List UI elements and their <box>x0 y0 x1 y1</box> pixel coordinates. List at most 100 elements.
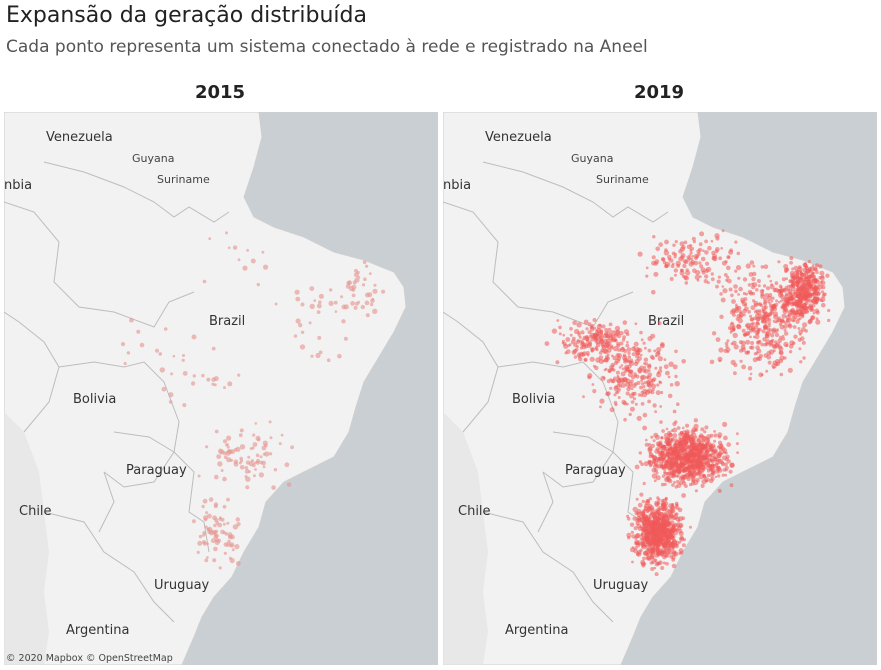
installation-dot <box>604 328 609 332</box>
installation-dot <box>233 461 239 467</box>
map-canvas-2015[interactable]: Venezuela Guyana Suriname nbia Brazil Bo… <box>4 112 438 665</box>
installation-dot <box>692 240 696 244</box>
installation-dot <box>206 513 212 519</box>
installation-dot <box>652 547 658 553</box>
installation-dot <box>821 302 826 308</box>
installation-dot <box>228 534 232 538</box>
installation-dot <box>616 374 620 378</box>
installation-dot <box>363 277 367 281</box>
installation-dot <box>616 383 621 388</box>
installation-dot <box>679 454 685 459</box>
installation-dot <box>606 335 610 339</box>
installation-dot <box>803 302 807 306</box>
installation-dot <box>620 364 624 367</box>
installation-dot <box>754 334 760 340</box>
installation-dot <box>729 483 734 488</box>
installation-dot <box>803 276 807 280</box>
installation-dot <box>781 304 786 310</box>
installation-dot <box>651 526 656 530</box>
installation-dot <box>807 305 813 311</box>
installation-dot <box>672 464 675 467</box>
installation-dot <box>647 369 651 372</box>
installation-dot <box>639 548 643 552</box>
installation-dot <box>774 332 780 338</box>
installation-dot <box>252 474 256 478</box>
installation-dot <box>704 274 709 279</box>
installation-dot <box>792 325 797 329</box>
installation-dot <box>627 372 633 378</box>
installation-dot <box>372 308 378 314</box>
installation-dot <box>211 346 216 351</box>
installation-dot <box>746 332 750 336</box>
label-guyana: Guyana <box>571 152 613 165</box>
installation-dot <box>256 282 260 287</box>
installation-dot <box>791 267 795 271</box>
installation-dot <box>300 302 305 307</box>
installation-dot <box>767 324 771 328</box>
installation-dot <box>197 540 203 546</box>
installation-dot <box>120 342 126 347</box>
installation-dot <box>689 460 693 464</box>
installation-dot <box>590 325 593 329</box>
installation-dot <box>621 346 625 351</box>
installation-dot <box>634 361 639 367</box>
installation-dot <box>644 346 647 350</box>
installation-dot <box>802 356 806 360</box>
installation-dot <box>367 292 373 298</box>
label-uruguay: Uruguay <box>593 578 649 593</box>
installation-dot <box>661 517 665 520</box>
installation-dot <box>795 287 801 292</box>
installation-dot <box>801 340 806 345</box>
installation-dot <box>764 320 768 324</box>
installation-dot <box>723 273 728 277</box>
installation-dot <box>653 271 659 277</box>
installation-dot <box>251 463 256 468</box>
installation-dot <box>756 329 760 333</box>
installation-dot <box>599 405 602 409</box>
installation-dot <box>337 353 342 359</box>
installation-dot <box>750 305 756 311</box>
installation-dot <box>642 481 646 486</box>
installation-dot <box>196 550 200 554</box>
installation-dot <box>733 371 737 376</box>
map-2015[interactable]: Venezuela Guyana Suriname nbia Brazil Bo… <box>4 112 438 665</box>
installation-dot <box>698 247 703 252</box>
map-canvas-2019[interactable]: Venezuela Guyana Suriname nbia Brazil Bo… <box>443 112 877 665</box>
installation-dot <box>310 354 314 358</box>
installation-dot <box>663 433 669 438</box>
installation-dot <box>238 433 243 438</box>
installation-dot <box>690 257 694 261</box>
installation-dot <box>811 303 816 308</box>
installation-dot <box>778 335 783 340</box>
label-venezuela: Venezuela <box>46 130 113 145</box>
installation-dot <box>645 274 649 278</box>
installation-dot <box>761 329 766 334</box>
installation-dot <box>644 442 649 447</box>
installation-dot <box>249 447 253 450</box>
installation-dot <box>634 533 640 539</box>
dot-layer-2015 <box>120 231 386 570</box>
installation-dot <box>155 348 159 353</box>
installation-dot <box>695 467 700 472</box>
installation-dot <box>201 373 205 378</box>
installation-dot <box>623 360 627 364</box>
installation-dot <box>599 329 604 334</box>
installation-dot <box>722 468 726 472</box>
installation-dot <box>588 342 593 347</box>
installation-dot <box>205 445 209 449</box>
installation-dot <box>639 492 644 497</box>
installation-dot <box>799 311 804 316</box>
map-2019[interactable]: Venezuela Guyana Suriname nbia Brazil Bo… <box>443 112 877 665</box>
installation-dot <box>703 450 709 456</box>
installation-dot <box>646 380 651 385</box>
installation-dot <box>203 517 208 522</box>
installation-dot <box>239 459 244 463</box>
installation-dot <box>647 364 652 369</box>
installation-dot <box>703 456 707 459</box>
installation-dot <box>745 339 751 345</box>
installation-dot <box>766 350 772 356</box>
installation-dot <box>346 281 351 286</box>
label-brazil: Brazil <box>209 314 245 329</box>
installation-dot <box>638 451 642 455</box>
installation-dot <box>763 353 768 358</box>
